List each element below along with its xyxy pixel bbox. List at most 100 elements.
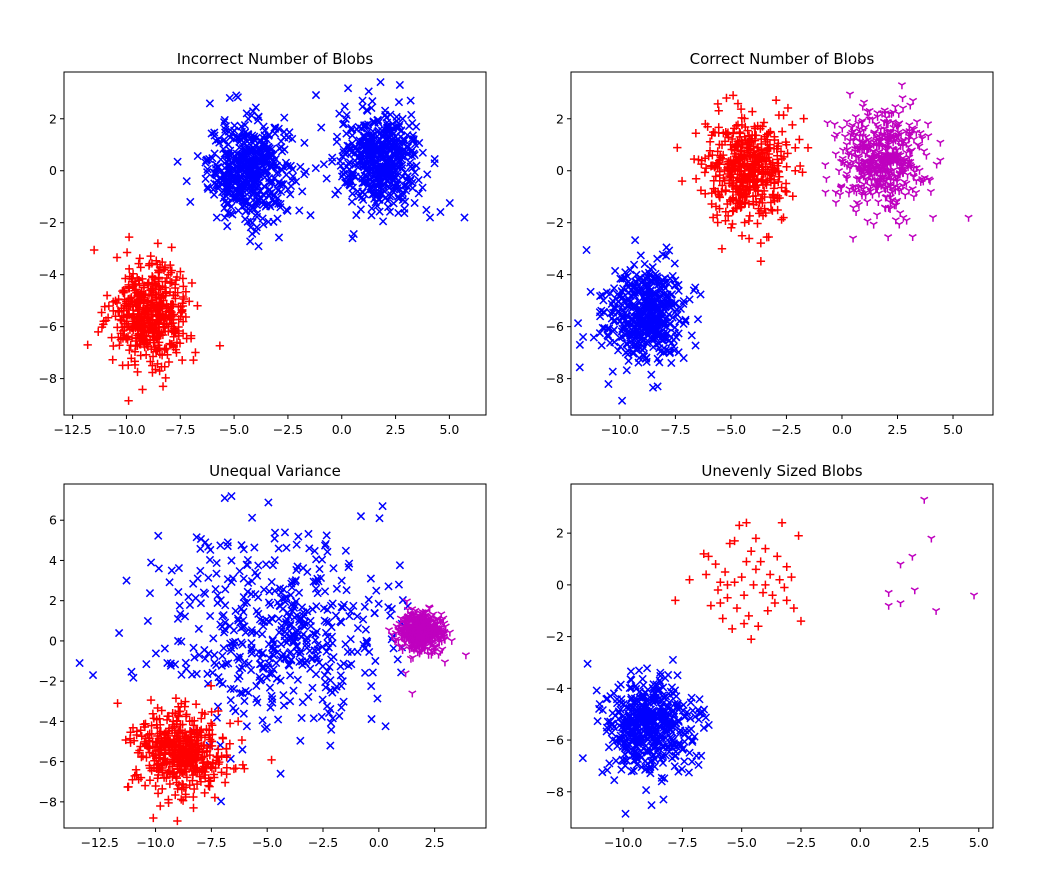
point-cluster-0: [213, 163, 222, 172]
point-cluster-0: [219, 118, 229, 127]
plot-area: [64, 72, 486, 415]
point-cluster-0: [241, 176, 250, 185]
point-cluster-0: [268, 162, 277, 171]
point-cluster-0: [398, 172, 407, 181]
point-cluster-0: [256, 186, 265, 196]
point-cluster-0: [339, 169, 348, 178]
y-tick-label: −8: [39, 371, 57, 386]
chart-title: Incorrect Number of Blobs: [177, 50, 374, 68]
y-tick-label: 0: [49, 633, 57, 648]
point-cluster-0: [232, 149, 241, 158]
point-cluster-0: [284, 133, 293, 142]
point-cluster-0: [254, 195, 263, 204]
point-cluster-0: [203, 183, 212, 192]
chart-title: Unequal Variance: [209, 462, 341, 480]
point-cluster-0: [248, 229, 257, 238]
point-cluster-0: [261, 202, 270, 211]
point-cluster-0: [262, 155, 271, 165]
point-cluster-0: [296, 162, 305, 171]
point-cluster-0: [375, 161, 384, 171]
point-cluster-0: [410, 168, 420, 177]
point-cluster-0: [356, 205, 365, 214]
y-tick-label: 0: [49, 163, 57, 178]
x-tick-label: 0.0: [369, 835, 389, 850]
point-cluster-0: [270, 124, 280, 133]
y-tick-label: 2: [49, 593, 57, 608]
point-cluster-0: [247, 157, 256, 167]
point-cluster-0: [347, 197, 357, 206]
point-cluster-0: [210, 128, 219, 137]
point-cluster-0: [406, 148, 416, 157]
point-cluster-0: [173, 157, 182, 166]
point-cluster-0: [336, 161, 345, 170]
y-tick-label: −6: [39, 754, 57, 769]
point-cluster-0: [210, 190, 219, 199]
point-cluster-0: [366, 132, 376, 141]
x-tick-label: −12.5: [53, 422, 91, 437]
subplot-incorrect-number-of-blobs: Incorrect Number of Blobs −12.5 −10.0 −7.5…: [39, 50, 487, 437]
point-cluster-0: [335, 109, 344, 118]
point-cluster-0: [228, 128, 238, 137]
point-cluster-0: [348, 189, 357, 198]
point-cluster-0: [430, 154, 439, 164]
point-cluster-0: [400, 209, 409, 218]
point-cluster-0: [286, 190, 295, 199]
point-cluster-0: [311, 90, 321, 100]
x-tick-label: −10.0: [601, 422, 639, 437]
point-cluster-0: [300, 138, 309, 147]
scatter-points: [83, 77, 469, 405]
point-cluster-0: [230, 155, 240, 165]
point-cluster-0: [288, 172, 298, 181]
point-cluster-0: [354, 152, 364, 161]
y-tick-label: −2: [39, 215, 57, 230]
point-cluster-0: [218, 176, 227, 185]
point-cluster-0: [248, 203, 257, 212]
y-tick-label: −4: [546, 267, 564, 282]
point-cluster-0: [367, 103, 376, 113]
point-cluster-0: [283, 161, 292, 171]
point-cluster-0: [203, 168, 212, 177]
point-cluster-0: [274, 233, 284, 242]
point-cluster-0: [246, 167, 255, 176]
point-cluster-0: [423, 170, 432, 179]
point-cluster-0: [263, 142, 273, 152]
plot-area: [571, 484, 993, 828]
x-tick-label: −7.5: [196, 835, 226, 850]
point-cluster-0: [381, 158, 390, 168]
point-cluster-0: [269, 150, 278, 160]
point-cluster-0: [402, 142, 412, 151]
point-cluster-0: [385, 174, 394, 183]
point-cluster-0: [418, 148, 427, 157]
point-cluster-0: [244, 151, 253, 160]
point-cluster-0: [201, 174, 210, 184]
point-cluster-0: [257, 153, 266, 163]
point-cluster-0: [340, 119, 349, 128]
point-cluster-0: [410, 198, 419, 208]
point-cluster-0: [389, 199, 398, 208]
point-cluster-0: [219, 136, 228, 146]
point-cluster-0: [193, 151, 202, 161]
point-cluster-0: [250, 132, 259, 141]
point-cluster-0: [246, 223, 255, 232]
point-cluster-0: [248, 107, 258, 116]
point-cluster-0: [241, 198, 250, 207]
point-cluster-0: [343, 84, 353, 93]
point-cluster-0: [224, 167, 234, 176]
x-tick-label: −10.0: [107, 422, 145, 437]
point-cluster-0: [242, 206, 251, 215]
y-tick-label: −6: [39, 319, 57, 334]
x-tick-label: 5.0: [943, 422, 963, 437]
point-cluster-0: [378, 217, 388, 226]
point-cluster-0: [203, 165, 212, 174]
x-tick-label: −2.5: [308, 835, 338, 850]
point-cluster-0: [247, 145, 256, 154]
point-cluster-0: [392, 116, 401, 126]
y-tick-label: 4: [49, 553, 57, 568]
point-cluster-0: [252, 178, 261, 187]
x-tick-label: 0.0: [832, 422, 852, 437]
point-cluster-0: [202, 156, 211, 165]
point-cluster-0: [280, 113, 289, 122]
point-cluster-0: [388, 187, 397, 196]
y-tick-label: −2: [546, 215, 564, 230]
point-cluster-0: [295, 206, 304, 215]
